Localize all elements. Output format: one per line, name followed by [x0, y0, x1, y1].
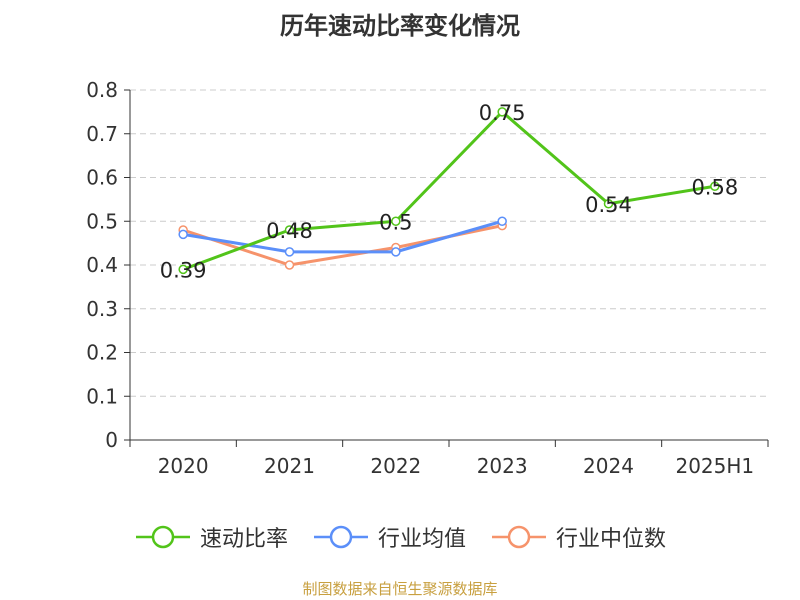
data-point: [178, 229, 188, 240]
data-point: [497, 107, 507, 117]
x-tick-label: 2022: [370, 454, 421, 478]
data-label: 0.54: [585, 193, 632, 217]
y-tick-label: 0.4: [86, 253, 118, 277]
data-point: [391, 247, 401, 257]
data-point: [497, 216, 507, 226]
y-tick-label: 0.6: [86, 166, 118, 190]
x-tick-label: 2024: [583, 454, 634, 478]
legend-item[interactable]: 行业均值: [312, 521, 466, 553]
data-point: [391, 216, 401, 226]
y-tick-label: 0.3: [86, 297, 118, 321]
series-lines: [178, 107, 720, 275]
y-tick-label: 0.8: [86, 78, 118, 102]
legend-swatch-icon: [492, 525, 546, 549]
source-note: 制图数据来自恒生聚源数据库: [302, 580, 498, 598]
data-point: [603, 199, 614, 209]
y-tick-label: 0: [105, 428, 118, 452]
legend-label: 行业中位数: [556, 527, 667, 552]
data-point: [284, 225, 295, 235]
y-tick-label: 0.1: [86, 384, 118, 408]
chart-title: 历年速动比率变化情况: [280, 12, 520, 40]
data-label: 0.75: [479, 101, 526, 125]
data-label: 0.39: [160, 258, 207, 282]
data-label: 0.58: [691, 175, 738, 199]
grid-lines: [130, 89, 768, 397]
legend-swatch-icon: [135, 525, 190, 549]
data-label: 0.5: [379, 210, 412, 234]
x-tick-label: 2023: [477, 454, 528, 478]
y-tick-label: 0.7: [86, 122, 118, 146]
data-label: 0.48: [266, 219, 313, 243]
legend-item[interactable]: 行业中位数: [490, 521, 666, 553]
data-point: [284, 247, 295, 257]
x-tick-label: 2020: [158, 454, 209, 478]
data-labels: 0.39 0.48 0.5 0.75 0.54 0.58: [160, 101, 738, 283]
x-tick-label: 2021: [264, 454, 315, 478]
data-point: [284, 260, 295, 270]
legend-item[interactable]: 速动比率: [134, 521, 288, 553]
x-tick-label: 2025H1: [675, 454, 754, 478]
data-point: [710, 181, 720, 191]
legend-swatch-icon: [313, 525, 368, 549]
legend-label: 速动比率: [199, 527, 288, 552]
axes: 0 0.1 0.2 0.3 0.4 0.5 0.6 0.7 0.8 2020 2021 2022 202…: [86, 78, 769, 478]
series-line: [182, 219, 503, 254]
data-point: [178, 264, 188, 275]
y-tick-label: 0.5: [86, 209, 118, 233]
series-line: [182, 110, 716, 271]
series-line: [182, 224, 503, 267]
y-tick-label: 0.2: [86, 341, 118, 365]
legend: 速动比率 行业均值 行业中位数: [0, 520, 800, 554]
legend-label: 行业均值: [377, 527, 466, 552]
